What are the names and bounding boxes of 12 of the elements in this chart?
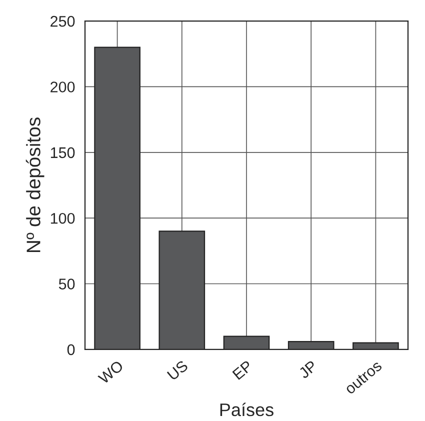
x-tick-label: WO	[97, 360, 124, 385]
y-tick-label: 150	[50, 147, 75, 158]
x-tick-label: JP	[298, 360, 318, 380]
y-axis-title: Nº de depósitos	[26, 118, 44, 252]
y-tick-label: 0	[67, 344, 75, 356]
y-tick-label: 50	[58, 278, 75, 290]
y-tick-label: 100	[50, 212, 75, 224]
y-tick-label: 200	[50, 82, 75, 92]
x-axis-title: Países	[220, 402, 274, 416]
x-tick-label: US	[166, 360, 189, 381]
x-tick-label: EP	[232, 360, 253, 380]
y-tick-label: 250	[50, 16, 75, 27]
